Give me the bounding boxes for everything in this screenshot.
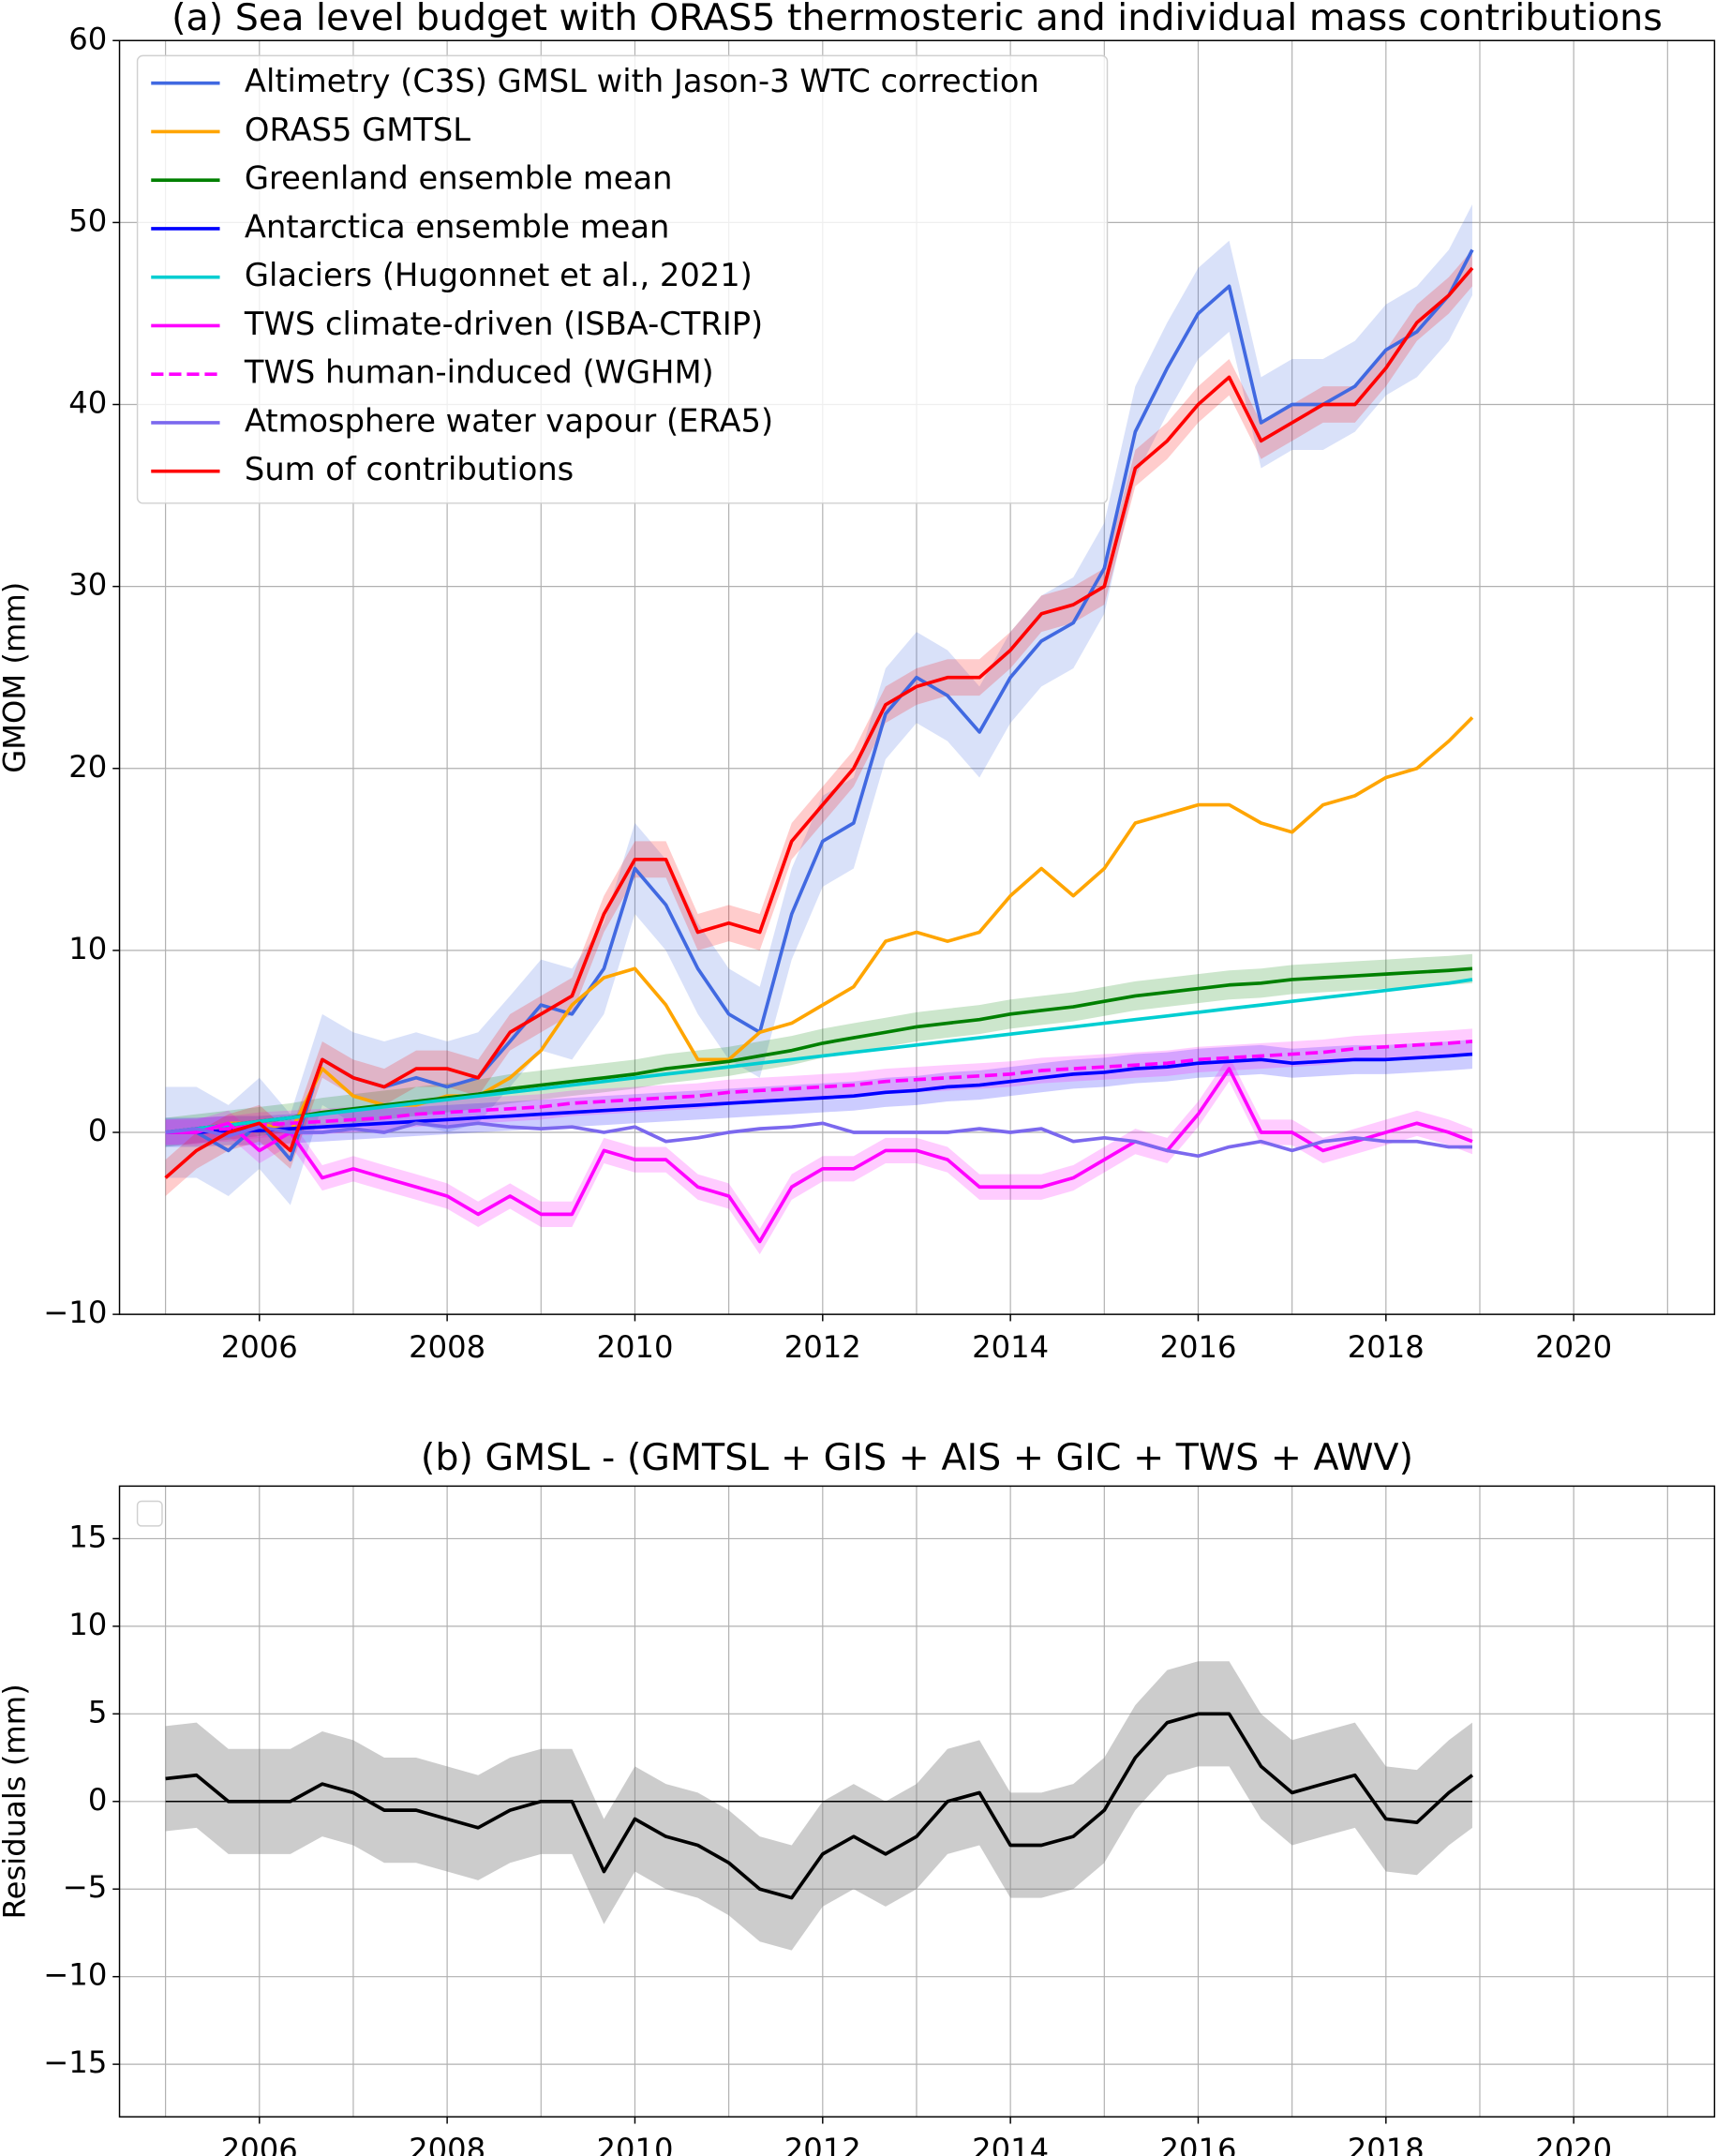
x-tick-label: 2018 — [1348, 2132, 1425, 2156]
series-line — [165, 966, 1473, 1134]
x-tick-label: 2008 — [409, 1329, 485, 1365]
x-tick-label: 2006 — [221, 1329, 298, 1365]
series-line — [165, 1067, 1473, 1244]
chart-title: (a) Sea level budget with ORAS5 thermost… — [172, 0, 1663, 39]
x-tick-label: 2014 — [972, 1329, 1049, 1365]
x-tick-label: 2020 — [1535, 1329, 1612, 1365]
uncertainty-band — [165, 203, 1472, 1205]
legend-label: Glaciers (Hugonnet et al., 2021) — [245, 257, 753, 293]
x-tick-label: 2012 — [784, 2132, 861, 2156]
y-tick-label: 50 — [68, 202, 107, 238]
y-tick-label: −5 — [63, 1869, 108, 1905]
x-tick-label: 2018 — [1348, 1329, 1425, 1365]
plot-area — [164, 203, 1474, 1255]
x-tick-label: 2008 — [409, 2132, 485, 2156]
y-tick-label: −10 — [43, 1295, 107, 1330]
y-tick-label: 30 — [68, 567, 107, 603]
y-axis-label: GMOM (mm) — [0, 582, 33, 773]
legend-label: TWS climate-driven (ISBA-CTRIP) — [244, 306, 763, 342]
plot-frame — [118, 39, 1716, 1315]
series-line — [165, 978, 1473, 1134]
y-tick-label: 10 — [68, 1607, 107, 1642]
legend-label: Greenland ensemble mean — [245, 160, 673, 197]
legend-label: Sum of contributions — [245, 451, 574, 487]
y-tick-label: 40 — [68, 385, 107, 421]
x-tick-label: 2016 — [1159, 1329, 1236, 1365]
series-line — [164, 266, 1474, 1179]
plot-area — [165, 1661, 1474, 1951]
chart-title: (b) GMSL - (GMTSL + GIS + AIS + GIC + TW… — [421, 1436, 1413, 1479]
y-tick-label: 0 — [88, 1113, 108, 1148]
y-axis-label: Residuals (mm) — [0, 1684, 33, 1919]
y-tick-label: 60 — [68, 21, 107, 56]
series-line — [165, 1040, 1473, 1134]
uncertainty-band — [165, 1661, 1472, 1951]
x-tick-label: 2010 — [596, 2132, 673, 2156]
legend-box — [136, 54, 1109, 504]
x-tick-label: 2016 — [1159, 2132, 1236, 2156]
legend-label: TWS human-induced (WGHM) — [244, 354, 714, 391]
y-tick-label: 20 — [68, 749, 107, 785]
legend-box — [136, 1500, 163, 1527]
y-tick-label: −15 — [43, 2044, 107, 2080]
series-line — [165, 1712, 1474, 1900]
y-tick-label: 15 — [68, 1519, 107, 1554]
legend-label: Antarctica ensemble mean — [245, 208, 669, 245]
x-tick-label: 2012 — [784, 1329, 861, 1365]
x-tick-label: 2014 — [972, 2132, 1049, 2156]
legend-label: Altimetry (C3S) GMSL with Jason-3 WTC co… — [245, 63, 1039, 99]
x-tick-label: 2020 — [1535, 2132, 1612, 2156]
legend-label: ORAS5 GMTSL — [245, 112, 470, 148]
plot-frame — [118, 1485, 1716, 2118]
x-tick-label: 2010 — [596, 1329, 673, 1365]
y-tick-label: 5 — [88, 1694, 108, 1729]
y-tick-label: −10 — [43, 1957, 107, 1993]
y-tick-label: 10 — [68, 931, 107, 966]
series-line — [165, 1052, 1473, 1134]
uncertainty-band — [165, 953, 1472, 1147]
legend-label: Atmosphere water vapour (ERA5) — [245, 402, 773, 439]
y-tick-label: 0 — [88, 1782, 108, 1818]
x-tick-label: 2006 — [221, 2132, 298, 2156]
series-line — [165, 1121, 1472, 1159]
